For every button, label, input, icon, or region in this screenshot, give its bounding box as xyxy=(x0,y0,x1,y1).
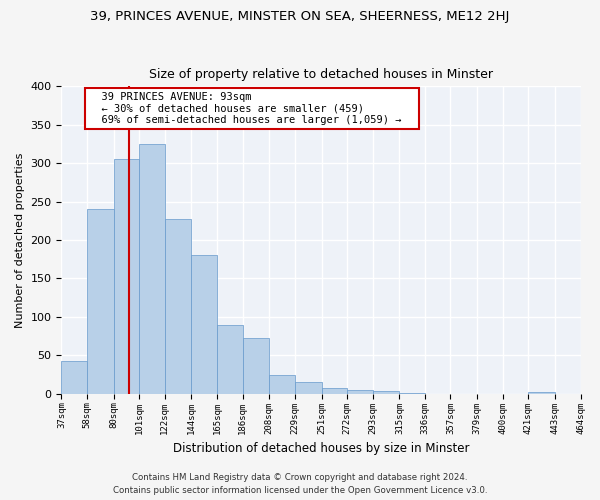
Bar xyxy=(322,388,347,394)
Bar xyxy=(347,390,373,394)
Bar xyxy=(191,256,217,394)
Bar xyxy=(113,160,139,394)
X-axis label: Distribution of detached houses by size in Minster: Distribution of detached houses by size … xyxy=(173,442,469,455)
Bar xyxy=(61,362,87,394)
Bar xyxy=(269,374,295,394)
Text: 39, PRINCES AVENUE, MINSTER ON SEA, SHEERNESS, ME12 2HJ: 39, PRINCES AVENUE, MINSTER ON SEA, SHEE… xyxy=(91,10,509,23)
Bar xyxy=(528,392,555,394)
Bar xyxy=(373,392,400,394)
Bar xyxy=(242,338,269,394)
Bar xyxy=(295,382,322,394)
Text: 39 PRINCES AVENUE: 93sqm  
  ← 30% of detached houses are smaller (459)  
  69% : 39 PRINCES AVENUE: 93sqm ← 30% of detach… xyxy=(89,92,415,125)
Bar xyxy=(87,210,113,394)
Bar xyxy=(400,393,425,394)
Bar xyxy=(217,324,242,394)
Text: Contains HM Land Registry data © Crown copyright and database right 2024.
Contai: Contains HM Land Registry data © Crown c… xyxy=(113,474,487,495)
Y-axis label: Number of detached properties: Number of detached properties xyxy=(15,152,25,328)
Title: Size of property relative to detached houses in Minster: Size of property relative to detached ho… xyxy=(149,68,493,81)
Bar xyxy=(165,218,191,394)
Bar xyxy=(139,144,165,394)
